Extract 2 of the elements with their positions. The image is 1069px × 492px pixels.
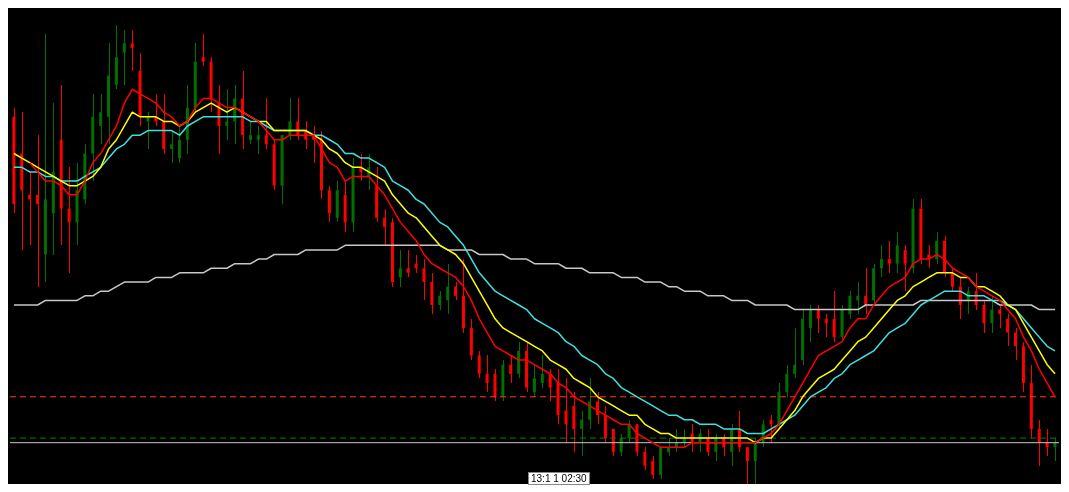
annotation: 13:1 1 02:30 (528, 472, 590, 485)
candlestick (36, 135, 40, 287)
